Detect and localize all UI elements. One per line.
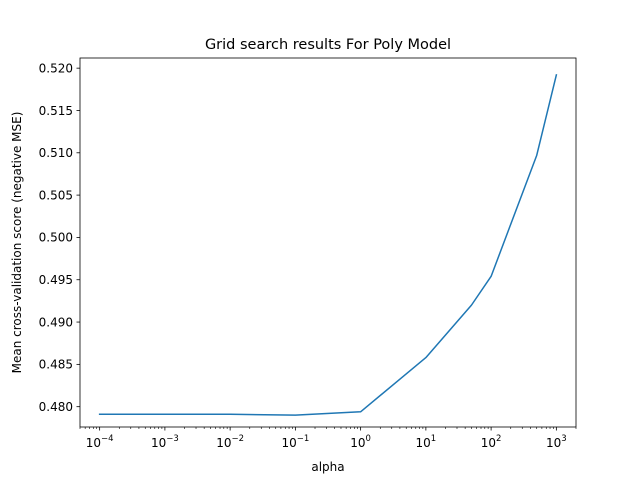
- y-tick-label: 0.520: [39, 61, 73, 75]
- x-tick-label-exponent: −1: [297, 434, 310, 444]
- y-tick-label: 0.510: [39, 146, 73, 160]
- x-tick-label: 10−1: [281, 434, 309, 450]
- series-layer: [98, 74, 558, 416]
- x-tick-label: 10−3: [151, 434, 179, 450]
- x-tick-label-base: 10: [416, 436, 431, 450]
- y-tick-label: 0.500: [39, 231, 73, 245]
- x-tick-label: 101: [416, 434, 437, 450]
- y-tick-label: 0.490: [39, 315, 73, 329]
- x-tick-label: 100: [350, 434, 371, 450]
- x-tick-label-exponent: −3: [166, 434, 179, 444]
- x-tick-label-base: 10: [216, 436, 231, 450]
- x-tick-label-base: 10: [151, 436, 166, 450]
- x-tick-label: 10−2: [216, 434, 244, 450]
- y-tick-label: 0.515: [39, 104, 73, 118]
- x-tick-label: 10−4: [86, 434, 114, 450]
- x-tick-label-base: 10: [86, 436, 101, 450]
- chart-title: Grid search results For Poly Model: [205, 37, 451, 53]
- plot-frame: [79, 57, 577, 428]
- x-tick-label-base: 10: [281, 436, 296, 450]
- x-axis-ticks: 10−4 10−3 10−2 10−1 100 101 102 103: [79, 427, 577, 450]
- y-axis-label: Mean cross-validation score (negative MS…: [10, 112, 24, 374]
- y-tick-label: 0.495: [39, 273, 73, 287]
- x-tick-label: 103: [546, 434, 567, 450]
- x-tick-label-exponent: −2: [232, 434, 245, 444]
- x-tick-label-base: 10: [481, 436, 496, 450]
- y-tick-label: 0.480: [39, 400, 73, 414]
- x-tick-label-exponent: 3: [561, 434, 566, 444]
- x-tick-label-base: 10: [546, 436, 561, 450]
- y-tick-label: 0.505: [39, 188, 73, 202]
- x-tick-label: 102: [481, 434, 502, 450]
- x-tick-label-exponent: 1: [431, 434, 436, 444]
- x-tick-label-exponent: −4: [101, 434, 114, 444]
- x-tick-label-base: 10: [350, 436, 365, 450]
- series-line-0: [98, 74, 558, 416]
- x-axis-label: alpha: [311, 460, 344, 474]
- x-tick-label-exponent: 2: [496, 434, 501, 444]
- y-axis-ticks: 0.480 0.485 0.490 0.495 0.500 0.505 0.510 0.515…: [39, 61, 80, 414]
- y-tick-label: 0.485: [39, 358, 73, 372]
- x-tick-label-exponent: 0: [366, 434, 371, 444]
